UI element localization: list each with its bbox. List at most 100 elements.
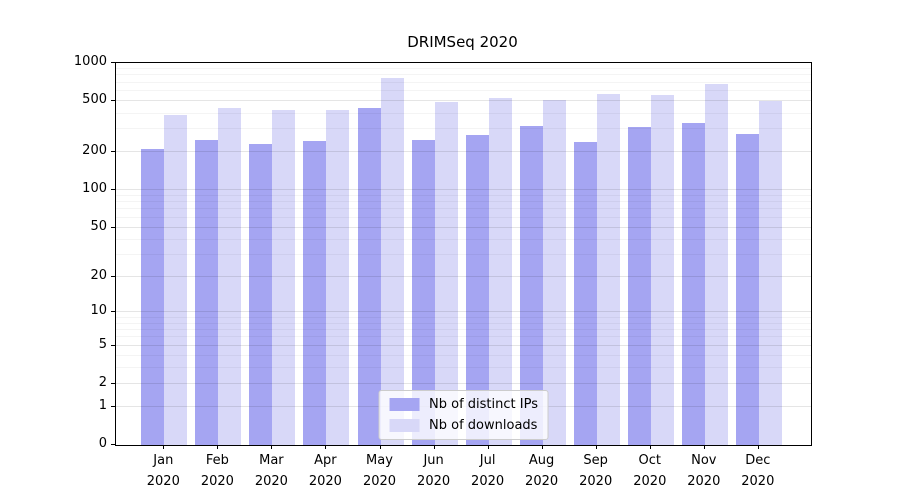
y-tick-label: 1 [98, 397, 107, 413]
minor-gridline [116, 336, 811, 338]
y-tick-label: 500 [82, 92, 107, 108]
legend-swatch-icon [389, 398, 420, 411]
year-label: 2020 [417, 474, 451, 489]
bar-distinct-ips-mar [249, 144, 273, 445]
x-tick-mark [487, 445, 489, 449]
minor-gridline [116, 329, 811, 330]
legend-label: Nb of distinct IPs [429, 397, 538, 412]
minor-gridline [116, 316, 811, 318]
month-label: Dec [745, 453, 771, 468]
bar-downloads-feb [218, 107, 242, 445]
x-tick-mark [271, 445, 273, 449]
year-label: 2020 [308, 474, 342, 489]
minor-gridline [116, 238, 811, 240]
x-tick-label-sep: Sep 2020 [564, 450, 628, 492]
x-tick-label-jan: Jan 2020 [131, 450, 195, 492]
x-tick-mark [433, 445, 435, 449]
minor-gridline [116, 201, 811, 202]
chart-title: DRIMSeq 2020 [407, 33, 518, 51]
month-label: Mar [259, 453, 284, 468]
month-label: Oct [638, 453, 662, 468]
year-label: 2020 [471, 474, 505, 489]
x-tick-mark [379, 445, 381, 449]
major-gridline [116, 188, 811, 190]
bar-distinct-ips-apr [303, 140, 327, 445]
year-label: 2020 [633, 474, 667, 489]
y-tick-mark [111, 188, 115, 190]
bar-distinct-ips-sep [573, 141, 597, 445]
month-label: Jul [479, 453, 496, 468]
x-tick-label-nov: Nov 2020 [672, 450, 736, 492]
x-tick-mark [649, 445, 651, 449]
y-tick-label: 20 [90, 267, 107, 283]
y-tick-label: 1000 [73, 54, 107, 69]
year-label: 2020 [146, 474, 180, 489]
month-label: Apr [314, 453, 337, 468]
minor-gridline [116, 81, 811, 83]
month-label: Aug [528, 453, 555, 468]
y-tick-mark [111, 100, 115, 102]
major-gridline [116, 383, 811, 385]
y-tick-label: 200 [82, 142, 107, 158]
y-tick-mark [111, 150, 115, 152]
bar-distinct-ips-feb [195, 139, 219, 445]
major-gridline [116, 311, 811, 313]
x-tick-label-jul: Jul 2020 [456, 450, 520, 492]
minor-gridline [116, 112, 811, 114]
legend-swatch-icon [389, 419, 420, 432]
bar-downloads-dec [758, 100, 782, 445]
bar-distinct-ips-dec [735, 134, 759, 445]
y-tick-mark [111, 344, 115, 346]
bar-downloads-jun [434, 101, 458, 445]
year-label: 2020 [687, 474, 721, 489]
bar-downloads-oct [650, 95, 674, 445]
y-tick-label: 10 [90, 303, 107, 319]
y-tick-mark [111, 62, 115, 63]
x-tick-label-aug: Aug 2020 [510, 450, 574, 492]
y-tick-label: 100 [82, 180, 107, 196]
x-tick-mark [541, 445, 543, 449]
bar-downloads-may [380, 78, 404, 445]
y-tick-mark [111, 405, 115, 407]
plot-area: Nb of distinct IPs Nb of downloads [115, 62, 812, 446]
bar-distinct-ips-jun [411, 139, 435, 445]
major-gridline [116, 344, 811, 346]
bar-downloads-jul [488, 98, 512, 445]
y-tick-mark [111, 311, 115, 313]
major-gridline [116, 100, 811, 102]
month-label: Jan [153, 453, 174, 468]
minor-gridline [116, 322, 811, 324]
x-tick-label-mar: Mar 2020 [239, 450, 303, 492]
major-gridline [116, 275, 811, 277]
month-label: Jun [423, 453, 444, 468]
bar-distinct-ips-may [357, 107, 381, 445]
y-tick-label: 5 [98, 336, 107, 352]
x-tick-label-dec: Dec 2020 [726, 450, 790, 492]
bar-distinct-ips-jul [465, 135, 489, 445]
legend-row: Nb of distinct IPs [389, 397, 538, 412]
year-label: 2020 [254, 474, 288, 489]
month-label: Sep [583, 453, 608, 468]
y-tick-mark [111, 275, 115, 277]
x-tick-mark [325, 445, 327, 449]
minor-gridline [116, 254, 811, 256]
year-label: 2020 [362, 474, 397, 489]
month-label: Feb [205, 453, 229, 468]
minor-gridline [116, 90, 811, 92]
minor-gridline [116, 355, 811, 356]
major-gridline [116, 226, 811, 228]
y-tick-mark [111, 444, 115, 445]
minor-gridline [116, 128, 811, 130]
x-tick-mark [217, 445, 219, 449]
x-tick-label-may: May 2020 [348, 450, 412, 492]
bar-distinct-ips-aug [519, 125, 543, 445]
minor-gridline [116, 216, 811, 218]
minor-gridline [116, 67, 811, 69]
minor-gridline [116, 194, 811, 196]
bar-downloads-aug [542, 100, 566, 445]
legend: Nb of distinct IPs Nb of downloads [378, 390, 549, 440]
bar-downloads-apr [326, 110, 350, 445]
x-tick-mark [757, 445, 759, 449]
legend-row: Nb of downloads [389, 418, 538, 433]
